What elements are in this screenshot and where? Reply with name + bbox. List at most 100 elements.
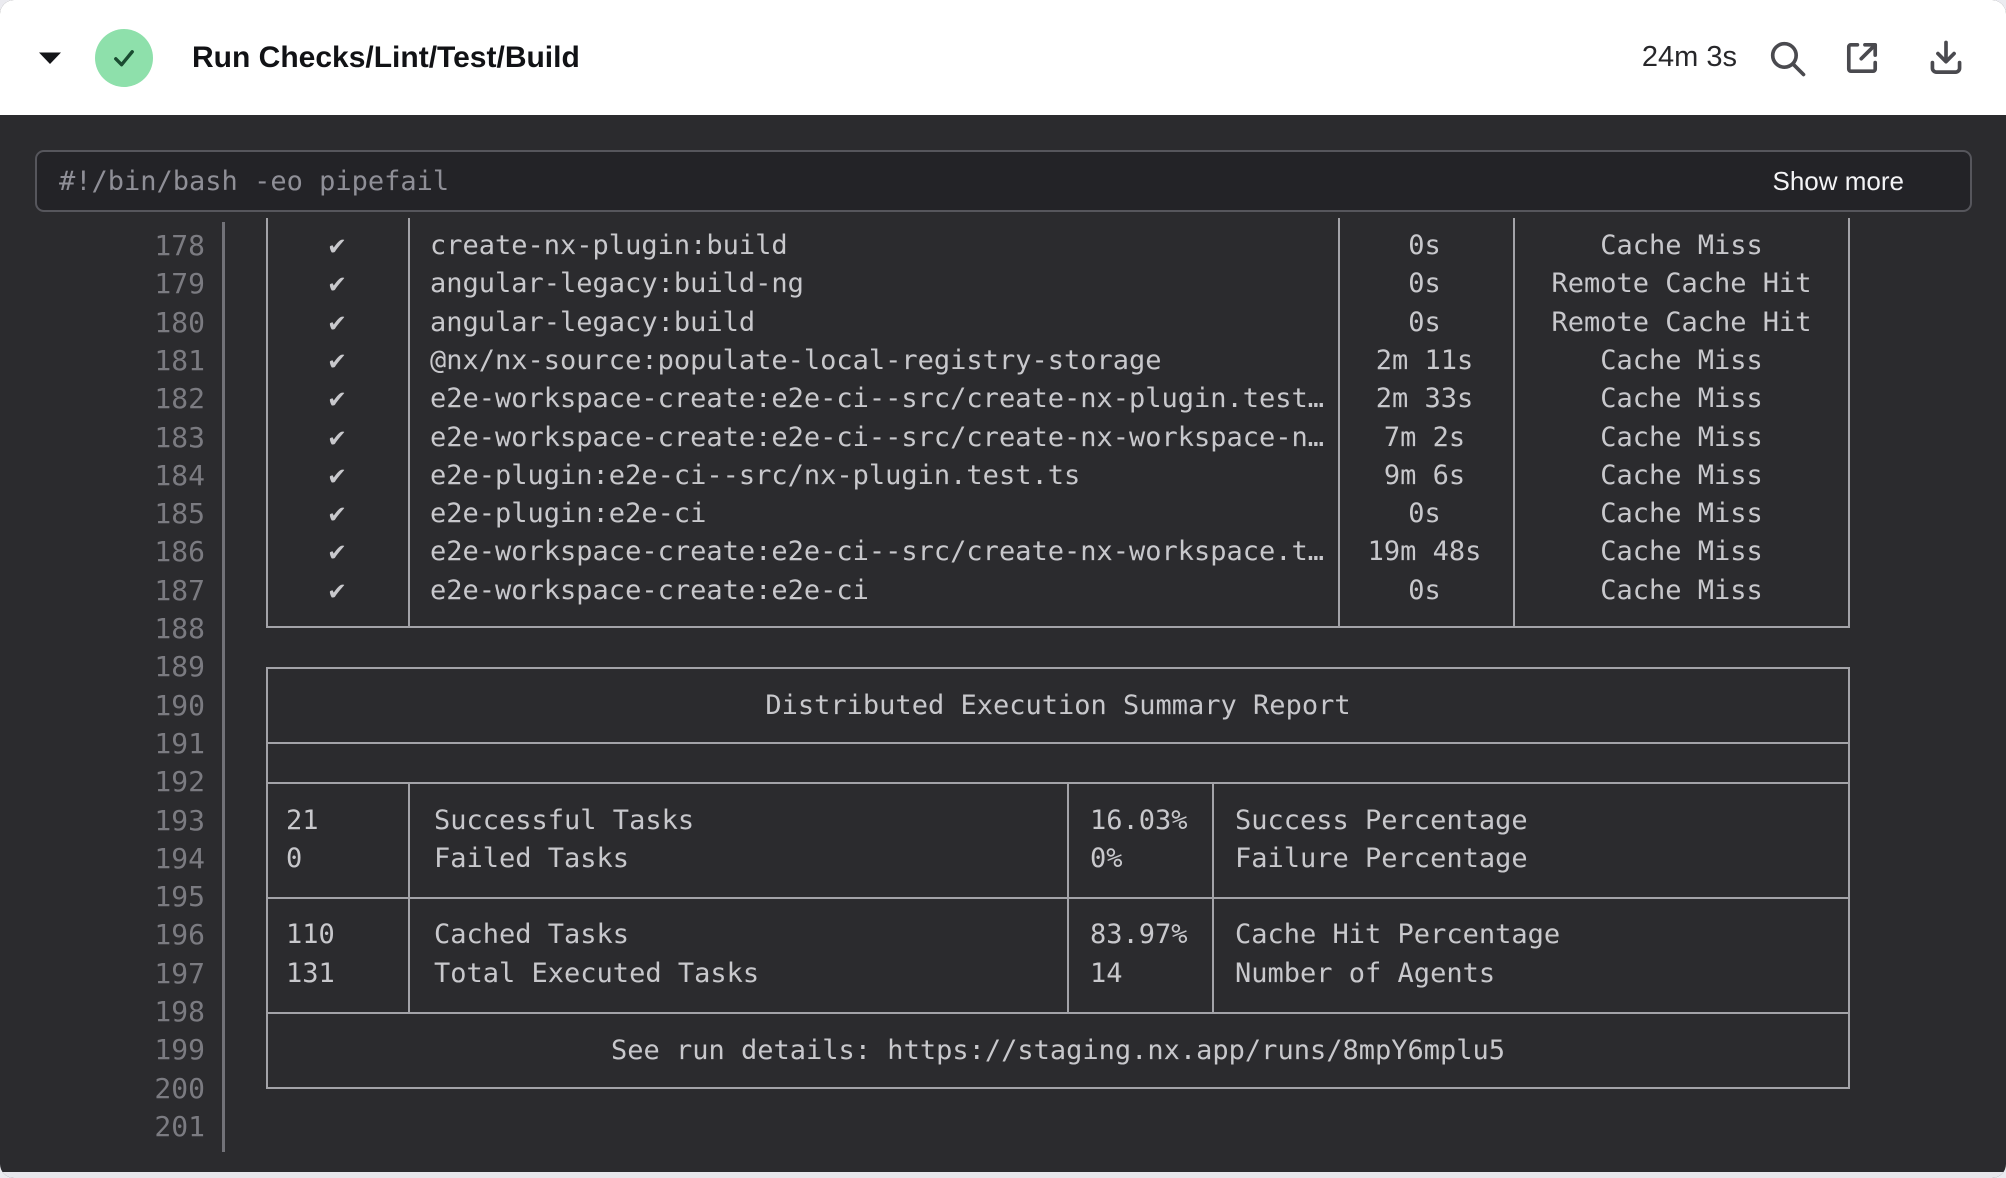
run-details-box: See run details: https://staging.nx.app/… bbox=[266, 1012, 1850, 1089]
task-check-icon: ✔ bbox=[328, 460, 346, 491]
shell-command: #!/bin/bash -eo pipefail bbox=[59, 165, 450, 197]
line-number[interactable]: 190 bbox=[154, 689, 205, 722]
task-check-icon: ✔ bbox=[328, 383, 346, 414]
task-duration: 0s bbox=[1408, 498, 1441, 529]
task-cache-status: Remote Cache Hit bbox=[1551, 268, 1812, 299]
stat-label: Failed Tasks bbox=[434, 843, 630, 874]
stat-metric-label: Failure Percentage bbox=[1235, 843, 1528, 874]
line-number[interactable]: 195 bbox=[154, 880, 205, 913]
table-column-divider bbox=[1513, 218, 1515, 626]
open-external-icon[interactable] bbox=[1840, 36, 1884, 80]
stat-label: Total Executed Tasks bbox=[434, 958, 760, 989]
line-number[interactable]: 192 bbox=[154, 765, 205, 798]
task-cache-status: Cache Miss bbox=[1600, 383, 1763, 414]
task-name: create-nx-plugin:build bbox=[430, 230, 788, 261]
summary-stats-table bbox=[266, 782, 1850, 1012]
task-check-icon: ✔ bbox=[328, 345, 346, 376]
task-cache-status: Cache Miss bbox=[1600, 460, 1763, 491]
line-number[interactable]: 198 bbox=[154, 995, 205, 1028]
stat-metric-label: Number of Agents bbox=[1235, 958, 1496, 989]
line-number[interactable]: 188 bbox=[154, 612, 205, 645]
task-name: @nx/nx-source:populate-local-registry-st… bbox=[430, 345, 1162, 376]
stat-metric-label: Success Percentage bbox=[1235, 805, 1528, 836]
task-cache-status: Cache Miss bbox=[1600, 230, 1763, 261]
line-number[interactable]: 184 bbox=[154, 459, 205, 492]
line-number[interactable]: 201 bbox=[154, 1110, 205, 1143]
task-name: e2e-plugin:e2e-ci--src/nx-plugin.test.ts bbox=[430, 460, 1081, 491]
task-duration: 9m 6s bbox=[1383, 460, 1466, 491]
table-column-divider bbox=[1338, 218, 1340, 626]
step-title: Run Checks/Lint/Test/Build bbox=[192, 40, 580, 74]
task-check-icon: ✔ bbox=[328, 307, 346, 338]
task-name: e2e-plugin:e2e-ci bbox=[430, 498, 707, 529]
task-name: e2e-workspace-create:e2e-ci--src/create-… bbox=[430, 536, 1325, 567]
task-duration: 0s bbox=[1408, 230, 1441, 261]
horizontal-scrollbar[interactable] bbox=[0, 1172, 2006, 1178]
stat-label: Successful Tasks bbox=[434, 805, 695, 836]
run-details-text: See run details: https://staging.nx.app/… bbox=[610, 1035, 1506, 1066]
task-duration: 0s bbox=[1408, 307, 1441, 338]
summary-title-box: Distributed Execution Summary Report bbox=[266, 667, 1850, 744]
step-header[interactable]: Run Checks/Lint/Test/Build 24m 3s bbox=[0, 0, 2006, 115]
line-number[interactable]: 182 bbox=[154, 382, 205, 415]
gutter-divider bbox=[222, 222, 225, 1152]
download-icon[interactable] bbox=[1924, 36, 1968, 80]
table-row-divider bbox=[268, 897, 1848, 899]
task-name: e2e-workspace-create:e2e-ci--src/create-… bbox=[430, 383, 1325, 414]
summary-report-title: Distributed Execution Summary Report bbox=[765, 690, 1351, 721]
chevron-down-icon[interactable] bbox=[37, 50, 63, 66]
line-number[interactable]: 180 bbox=[154, 306, 205, 339]
task-name: e2e-workspace-create:e2e-ci bbox=[430, 575, 869, 606]
line-number[interactable]: 194 bbox=[154, 842, 205, 875]
stat-metric: 0% bbox=[1090, 843, 1123, 874]
task-name: angular-legacy:build bbox=[430, 307, 756, 338]
task-name: angular-legacy:build-ng bbox=[430, 268, 804, 299]
stat-metric: 16.03% bbox=[1090, 805, 1188, 836]
task-cache-status: Cache Miss bbox=[1600, 422, 1763, 453]
line-number[interactable]: 200 bbox=[154, 1072, 205, 1105]
show-more-button[interactable]: Show more bbox=[1772, 165, 1905, 196]
line-number[interactable]: 187 bbox=[154, 574, 205, 607]
task-check-icon: ✔ bbox=[328, 536, 346, 567]
task-duration: 0s bbox=[1408, 268, 1441, 299]
task-cache-status: Cache Miss bbox=[1600, 345, 1763, 376]
task-duration: 19m 48s bbox=[1367, 536, 1482, 567]
line-number[interactable]: 199 bbox=[154, 1033, 205, 1066]
task-duration: 0s bbox=[1408, 575, 1441, 606]
task-cache-status: Cache Miss bbox=[1600, 498, 1763, 529]
task-check-icon: ✔ bbox=[328, 422, 346, 453]
line-number[interactable]: 185 bbox=[154, 497, 205, 530]
stat-value: 131 bbox=[286, 958, 335, 989]
stat-metric: 14 bbox=[1090, 958, 1123, 989]
task-duration: 7m 2s bbox=[1383, 422, 1466, 453]
task-name: e2e-workspace-create:e2e-ci--src/create-… bbox=[430, 422, 1325, 453]
line-number[interactable]: 196 bbox=[154, 918, 205, 951]
stat-metric-label: Cache Hit Percentage bbox=[1235, 919, 1561, 950]
task-check-icon: ✔ bbox=[328, 268, 346, 299]
task-cache-status: Cache Miss bbox=[1600, 536, 1763, 567]
stat-value: 110 bbox=[286, 919, 335, 950]
line-number[interactable]: 178 bbox=[154, 229, 205, 262]
stat-value: 21 bbox=[286, 805, 319, 836]
line-number[interactable]: 191 bbox=[154, 727, 205, 760]
task-cache-status: Remote Cache Hit bbox=[1551, 307, 1812, 338]
task-table bbox=[266, 218, 1850, 628]
line-number[interactable]: 179 bbox=[154, 267, 205, 300]
search-icon[interactable] bbox=[1765, 36, 1809, 80]
stat-value: 0 bbox=[286, 843, 303, 874]
line-number[interactable]: 183 bbox=[154, 421, 205, 454]
line-number[interactable]: 197 bbox=[154, 957, 205, 990]
summary-spacer-row bbox=[266, 744, 1850, 782]
line-number[interactable]: 189 bbox=[154, 650, 205, 683]
line-number[interactable]: 186 bbox=[154, 535, 205, 568]
task-check-icon: ✔ bbox=[328, 230, 346, 261]
task-cache-status: Cache Miss bbox=[1600, 575, 1763, 606]
line-number[interactable]: 193 bbox=[154, 804, 205, 837]
success-status-icon bbox=[95, 29, 153, 87]
task-duration: 2m 11s bbox=[1375, 345, 1474, 376]
task-duration: 2m 33s bbox=[1375, 383, 1474, 414]
task-check-icon: ✔ bbox=[328, 575, 346, 606]
line-number[interactable]: 181 bbox=[154, 344, 205, 377]
stat-metric: 83.97% bbox=[1090, 919, 1188, 950]
